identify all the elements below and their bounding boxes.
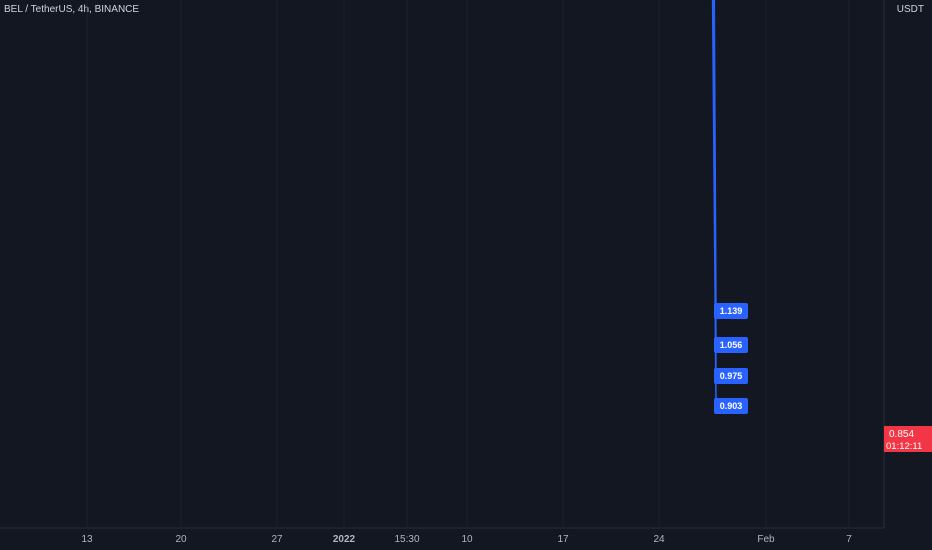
price-tag-box xyxy=(884,426,932,452)
callout-label: 0.975 xyxy=(720,371,743,381)
callout-label: 1.139 xyxy=(720,306,743,316)
time-tick-label: 27 xyxy=(271,534,283,545)
callout-box[interactable] xyxy=(714,398,748,414)
currency-label: USDT xyxy=(896,4,924,15)
time-tick-label: 7 xyxy=(846,534,852,545)
callout-box[interactable] xyxy=(714,337,748,353)
time-tick-label: 13 xyxy=(81,534,93,545)
time-tick-label: Feb xyxy=(757,534,775,545)
price-tag-value: 0.854 xyxy=(889,429,914,440)
callout-label: 1.056 xyxy=(720,340,743,350)
time-tick-label: 15:30 xyxy=(394,534,419,545)
symbol-header: BEL / TetherUS, 4h, BINANCE xyxy=(4,4,140,15)
time-tick-label: 2022 xyxy=(333,534,356,545)
annotations-layer: (1.146)1.139(1.026)1.056(0.952)0.975(0.8… xyxy=(711,0,748,414)
callout-pointer xyxy=(711,0,717,407)
grid xyxy=(86,0,850,528)
price-tag-countdown: 01:12:11 xyxy=(886,441,922,452)
time-tick-label: 10 xyxy=(461,534,473,545)
callout-label: 0.903 xyxy=(720,401,743,411)
callout-box[interactable] xyxy=(714,368,748,384)
callout-box[interactable] xyxy=(714,303,748,319)
time-tick-label: 17 xyxy=(557,534,569,545)
time-tick-label: 20 xyxy=(175,534,187,545)
time-tick-label: 24 xyxy=(653,534,665,545)
time-axis[interactable]: 13 20 27 2022 15:30 10 17 24 Feb 7 xyxy=(81,534,852,545)
